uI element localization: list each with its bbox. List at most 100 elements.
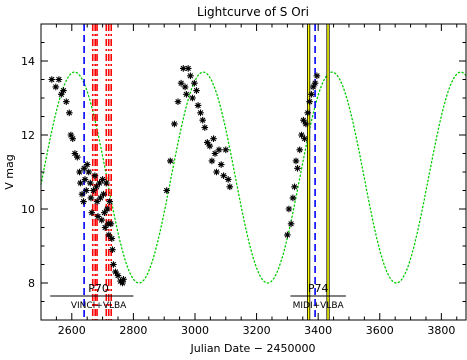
data-point [112, 268, 119, 276]
data-point [292, 157, 300, 165]
axis-tick-labels: 2600 2800 3000 3200 3400 3600 3800 8 10 12 14 [21, 55, 455, 337]
axis-ticks [40, 23, 466, 321]
data-point [83, 187, 90, 194]
x-axis-label: Julian Date − 2450000 [189, 342, 315, 355]
epoch-annotations: P70 VINCI+VLBA P74 MIDI+VLBA [50, 282, 346, 311]
data-point [306, 98, 313, 105]
data-point [201, 124, 209, 131]
data-point [174, 98, 182, 105]
data-point [291, 183, 298, 191]
data-point [71, 150, 79, 157]
data-point [289, 194, 297, 202]
data-point [224, 176, 232, 183]
data-point [94, 213, 102, 220]
x-tick-label: 3200 [243, 324, 271, 337]
data-point [208, 157, 216, 165]
data-point [287, 220, 295, 228]
data-point [91, 172, 99, 179]
data-point [67, 131, 75, 139]
data-point [80, 198, 87, 205]
data-point [181, 83, 189, 91]
data-point [101, 224, 109, 231]
data-point [66, 109, 73, 117]
data-point [69, 135, 76, 142]
data-point [215, 146, 223, 154]
data-point [52, 83, 60, 91]
data-point [80, 165, 88, 172]
data-point [211, 150, 219, 157]
data-point [103, 179, 110, 187]
data-point [74, 153, 81, 161]
data-point [93, 198, 101, 205]
data-point [55, 76, 63, 83]
data-point [100, 190, 107, 198]
data-point [88, 209, 96, 216]
data-point [119, 279, 126, 287]
data-point [110, 261, 117, 268]
data-point [98, 216, 105, 224]
data-point [93, 183, 100, 191]
x-tick-label: 2600 [58, 324, 86, 337]
data-point [302, 120, 310, 128]
x-tick-label: 3000 [181, 324, 209, 337]
data-point [180, 65, 187, 72]
data-point [85, 168, 92, 176]
data-point [163, 187, 170, 194]
data-point [197, 109, 204, 117]
y-tick-label: 10 [21, 203, 35, 216]
y-tick-label: 12 [21, 129, 35, 142]
data-point [309, 83, 317, 91]
x-tick-label: 3400 [304, 324, 332, 337]
data-point [77, 179, 84, 187]
data-point [284, 231, 291, 239]
data-point [191, 79, 198, 87]
data-point [193, 87, 200, 94]
data-point [114, 272, 122, 279]
x-tick-label: 2800 [119, 324, 147, 337]
data-point [301, 135, 308, 142]
data-point [285, 205, 293, 213]
data-point [167, 157, 174, 165]
y-tick-label: 14 [21, 55, 35, 68]
data-point [120, 276, 127, 283]
data-point [187, 72, 194, 80]
data-point [76, 168, 83, 176]
data-point [97, 194, 104, 202]
data-point [304, 109, 311, 117]
data-point [107, 220, 115, 228]
data-point [90, 187, 97, 194]
epoch-label: P74 [308, 282, 329, 295]
data-point [60, 87, 67, 94]
data-point [313, 72, 321, 80]
data-point [177, 79, 185, 87]
chart-title: Lightcurve of S Ori [197, 5, 309, 19]
observation-points [48, 65, 321, 287]
data-point [194, 102, 202, 109]
data-point [300, 116, 307, 124]
y-tick-label: 8 [28, 277, 35, 290]
data-point [99, 176, 106, 183]
data-point [296, 146, 303, 154]
data-point [78, 190, 86, 198]
data-point [109, 246, 116, 253]
data-point [105, 231, 113, 239]
data-point [189, 94, 196, 102]
data-point [226, 183, 234, 191]
data-point [87, 194, 95, 202]
data-point [199, 116, 206, 124]
data-point [83, 161, 91, 168]
epoch-instrument-label: VINCI+VLBA [71, 301, 127, 311]
data-point [222, 146, 230, 154]
x-tick-label: 3800 [427, 324, 455, 337]
data-point [48, 76, 56, 83]
data-point [96, 179, 103, 187]
data-point [63, 98, 70, 105]
data-point [294, 165, 301, 172]
data-point [206, 142, 214, 150]
data-point [210, 135, 217, 142]
data-point [308, 91, 315, 98]
data-point [311, 79, 319, 87]
data-point [171, 120, 178, 128]
data-point [204, 139, 211, 146]
